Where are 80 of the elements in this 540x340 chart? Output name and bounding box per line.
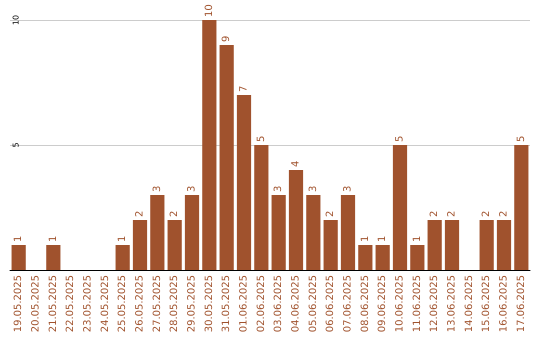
x-tick-label: 07.06.2025 <box>342 275 354 332</box>
bar <box>480 220 494 270</box>
x-tick-label: 20.05.2025 <box>30 275 42 332</box>
bar <box>392 145 408 270</box>
bar <box>168 220 182 270</box>
data-label: 4 <box>290 160 302 167</box>
x-tick-label: 04.06.2025 <box>290 275 302 332</box>
data-label: 2 <box>498 210 510 217</box>
x-tick-label: 09.06.2025 <box>377 275 388 332</box>
bar <box>184 195 200 270</box>
x-tick-label: 13.06.2025 <box>446 275 458 332</box>
x-tick-label: 28.05.2025 <box>169 275 180 332</box>
data-label: 9 <box>221 36 232 42</box>
x-tick-label: 03.06.2025 <box>273 275 284 332</box>
data-label: 3 <box>152 186 163 192</box>
x-tick-label: 22.05.2025 <box>65 275 76 332</box>
data-label: 2 <box>481 210 492 217</box>
x-tick-label: 10.06.2025 <box>394 275 406 332</box>
bar <box>202 20 216 270</box>
data-label: 1 <box>48 236 59 242</box>
x-tick-label: 25.05.2025 <box>117 275 128 332</box>
bar <box>220 45 234 270</box>
x-tick-label: 08.06.2025 <box>360 275 371 332</box>
data-label: 3 <box>308 186 319 192</box>
data-label: 2 <box>134 210 146 217</box>
data-label: 2 <box>169 210 180 217</box>
bar <box>324 220 338 270</box>
data-label: 1 <box>360 236 371 242</box>
data-label: 2 <box>429 210 440 217</box>
data-label: 10 <box>204 4 215 17</box>
x-tick-label: 27.05.2025 <box>152 275 163 332</box>
x-tick-label: 06.06.2025 <box>325 275 336 332</box>
x-tick-label: 24.05.2025 <box>100 275 111 332</box>
x-tick-label: 02.06.2025 <box>256 275 267 332</box>
bar <box>236 95 252 270</box>
bar <box>358 245 372 270</box>
x-tick-label: 31.05.2025 <box>221 275 232 332</box>
x-tick-label: 12.06.2025 <box>429 275 440 332</box>
x-tick-label: 30.05.2025 <box>204 275 215 332</box>
bar <box>272 195 286 270</box>
bar <box>444 220 460 270</box>
bar <box>410 245 424 270</box>
data-label: 3 <box>342 186 354 192</box>
bar <box>46 245 60 270</box>
x-tick-label: 15.06.2025 <box>481 275 492 332</box>
data-label: 1 <box>377 236 388 242</box>
data-label: 3 <box>186 186 198 192</box>
x-tick-label: 29.05.2025 <box>186 275 198 332</box>
x-tick-label: 11.06.2025 <box>412 275 423 332</box>
x-tick-label: 01.06.2025 <box>238 275 250 332</box>
data-label: 1 <box>13 236 24 242</box>
bar <box>254 145 268 270</box>
x-tick-label: 19.05.2025 <box>13 275 24 332</box>
x-tick-label: 17.06.2025 <box>516 275 527 332</box>
bar <box>340 195 356 270</box>
bar <box>12 245 26 270</box>
x-tick-label: 16.06.2025 <box>498 275 510 332</box>
data-label: 7 <box>238 86 250 92</box>
data-label: 2 <box>446 210 458 217</box>
bar <box>514 145 528 270</box>
x-tick-label: 21.05.2025 <box>48 275 59 332</box>
data-label: 5 <box>516 136 527 142</box>
bar <box>428 220 442 270</box>
x-tick-label: 05.06.2025 <box>308 275 319 332</box>
bar <box>116 245 130 270</box>
bar <box>132 220 148 270</box>
data-label: 5 <box>394 136 406 142</box>
x-tick-label: 26.05.2025 <box>134 275 146 332</box>
bar <box>306 195 320 270</box>
data-label: 1 <box>412 236 423 242</box>
bar <box>496 220 512 270</box>
bar <box>376 245 390 270</box>
x-tick-label: 23.05.2025 <box>82 275 94 332</box>
data-label: 3 <box>273 186 284 192</box>
data-label: 5 <box>256 136 267 142</box>
x-tick-label: 14.06.2025 <box>464 275 475 332</box>
bar <box>288 170 304 270</box>
data-label: 2 <box>325 210 336 217</box>
bar <box>150 195 164 270</box>
data-label: 1 <box>117 236 128 242</box>
